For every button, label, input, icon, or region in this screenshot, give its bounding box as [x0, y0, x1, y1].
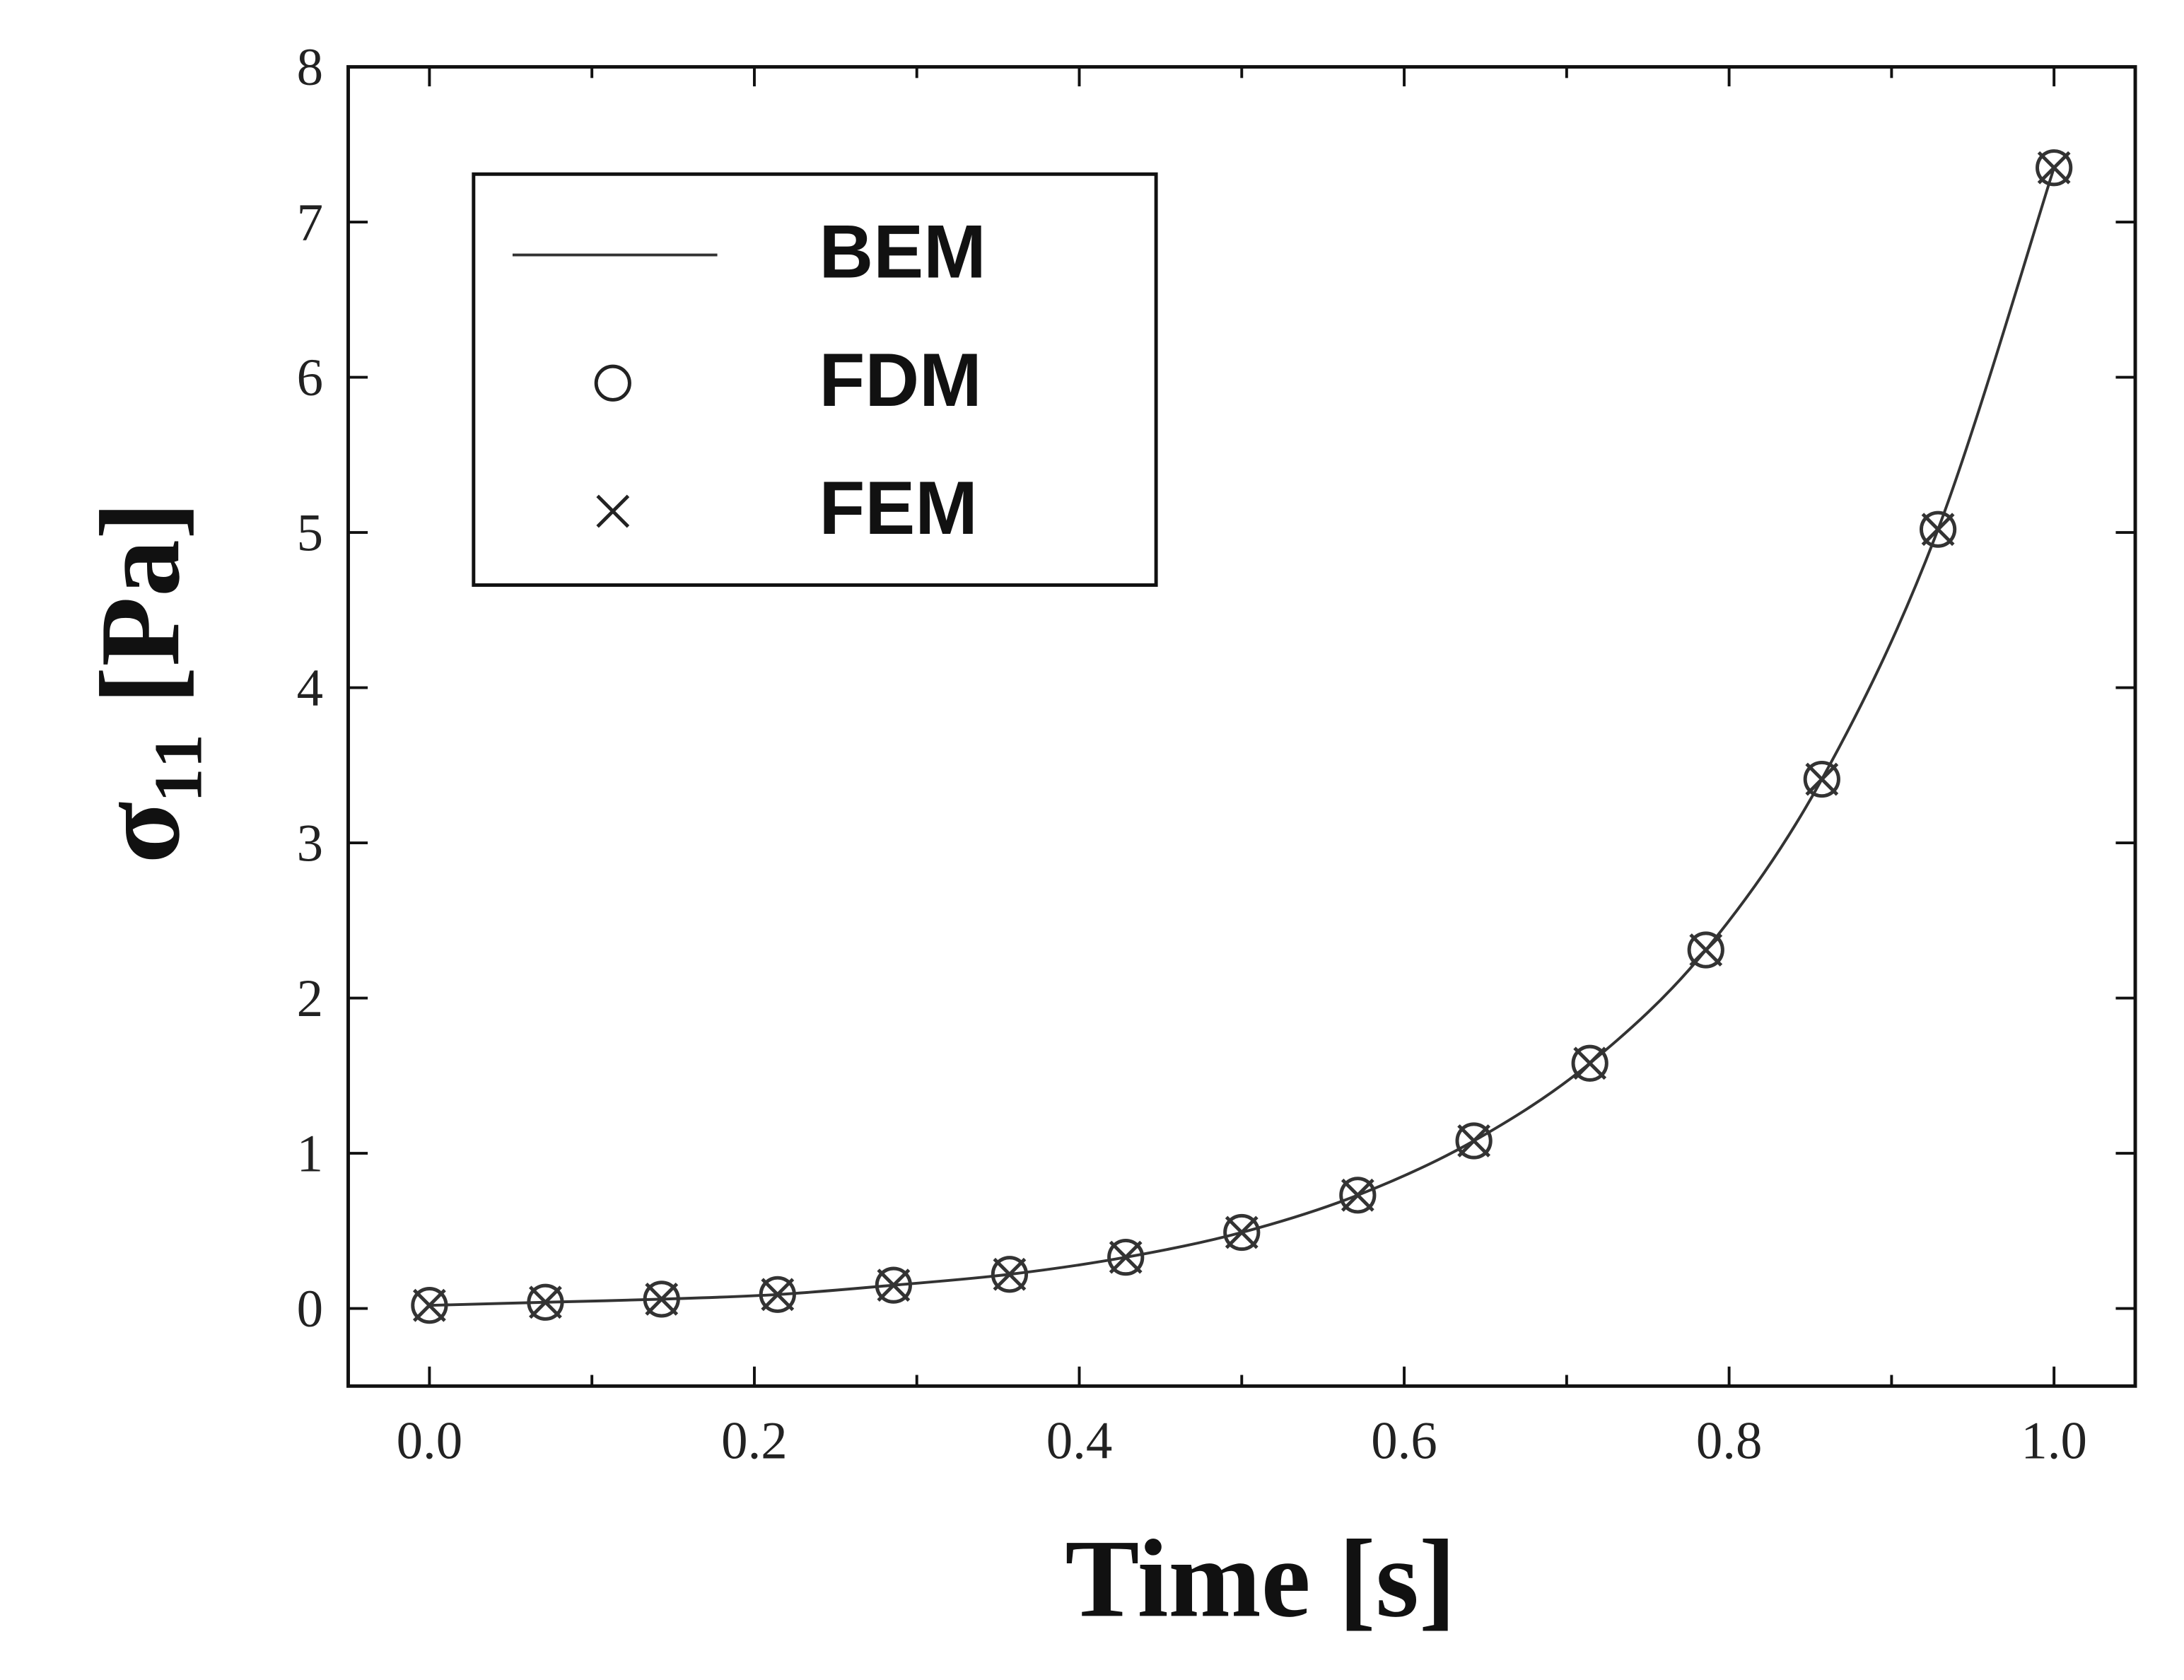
- point-cross: [1573, 1046, 1607, 1080]
- x-tick-label: 0.0: [397, 1412, 463, 1471]
- point-cross: [1341, 1178, 1374, 1212]
- point-circle: [527, 1283, 564, 1321]
- point-circle: [1687, 931, 1724, 969]
- point-cross: [1921, 513, 1955, 547]
- point-circle: [875, 1266, 912, 1304]
- point-circle: [1223, 1213, 1261, 1252]
- y-axis-label: σ₁₁ [Pa]: [76, 501, 203, 863]
- point-circle: [1919, 511, 1957, 548]
- point-circle: [991, 1256, 1029, 1293]
- y-tick-label: 0: [297, 1280, 323, 1338]
- point-circle: [1339, 1177, 1377, 1214]
- legend-marker: [594, 364, 631, 402]
- y-tick-label: 5: [297, 504, 323, 563]
- point-cross: [412, 1288, 446, 1322]
- x-tick-label: 0.6: [1371, 1412, 1437, 1471]
- point-circle: [1107, 1239, 1145, 1276]
- point-cross: [645, 1282, 679, 1316]
- legend-box: [472, 172, 1158, 587]
- y-tick-label: 8: [297, 38, 323, 97]
- y-tick-label: 2: [297, 969, 323, 1028]
- y-tick-label: 3: [297, 815, 323, 873]
- point-circle: [643, 1281, 680, 1318]
- y-tick-label: 4: [297, 659, 323, 718]
- x-axis-label: Time [s]: [1065, 1517, 1456, 1640]
- point-circle: [411, 1287, 448, 1324]
- x-tick-label: 0.2: [721, 1412, 788, 1471]
- point-cross: [1457, 1124, 1491, 1157]
- y-tick-label: 1: [297, 1125, 323, 1184]
- point-cross: [1805, 762, 1839, 796]
- point-cross: [993, 1257, 1027, 1291]
- point-cross: [529, 1285, 562, 1319]
- x-tick-label: 0.4: [1046, 1412, 1113, 1471]
- legend-label: FDM: [819, 338, 981, 422]
- legend-label: FEM: [819, 466, 978, 550]
- point-circle: [1455, 1122, 1493, 1160]
- legend-label: BEM: [819, 210, 986, 294]
- point-circle: [759, 1276, 796, 1313]
- legend-marker: [596, 494, 630, 528]
- point-circle: [2036, 149, 2073, 187]
- point-cross: [1109, 1240, 1143, 1274]
- point-circle: [1571, 1044, 1608, 1082]
- point-cross: [2037, 151, 2071, 185]
- x-tick-label: 1.0: [2021, 1412, 2087, 1471]
- y-tick-label: 7: [297, 194, 323, 252]
- point-cross: [761, 1278, 795, 1312]
- point-cross: [1225, 1215, 1259, 1249]
- point-circle: [1803, 760, 1840, 798]
- x-tick-label: 0.8: [1696, 1412, 1763, 1471]
- point-cross: [877, 1268, 911, 1302]
- y-tick-label: 6: [297, 349, 323, 407]
- point-cross: [1689, 933, 1723, 967]
